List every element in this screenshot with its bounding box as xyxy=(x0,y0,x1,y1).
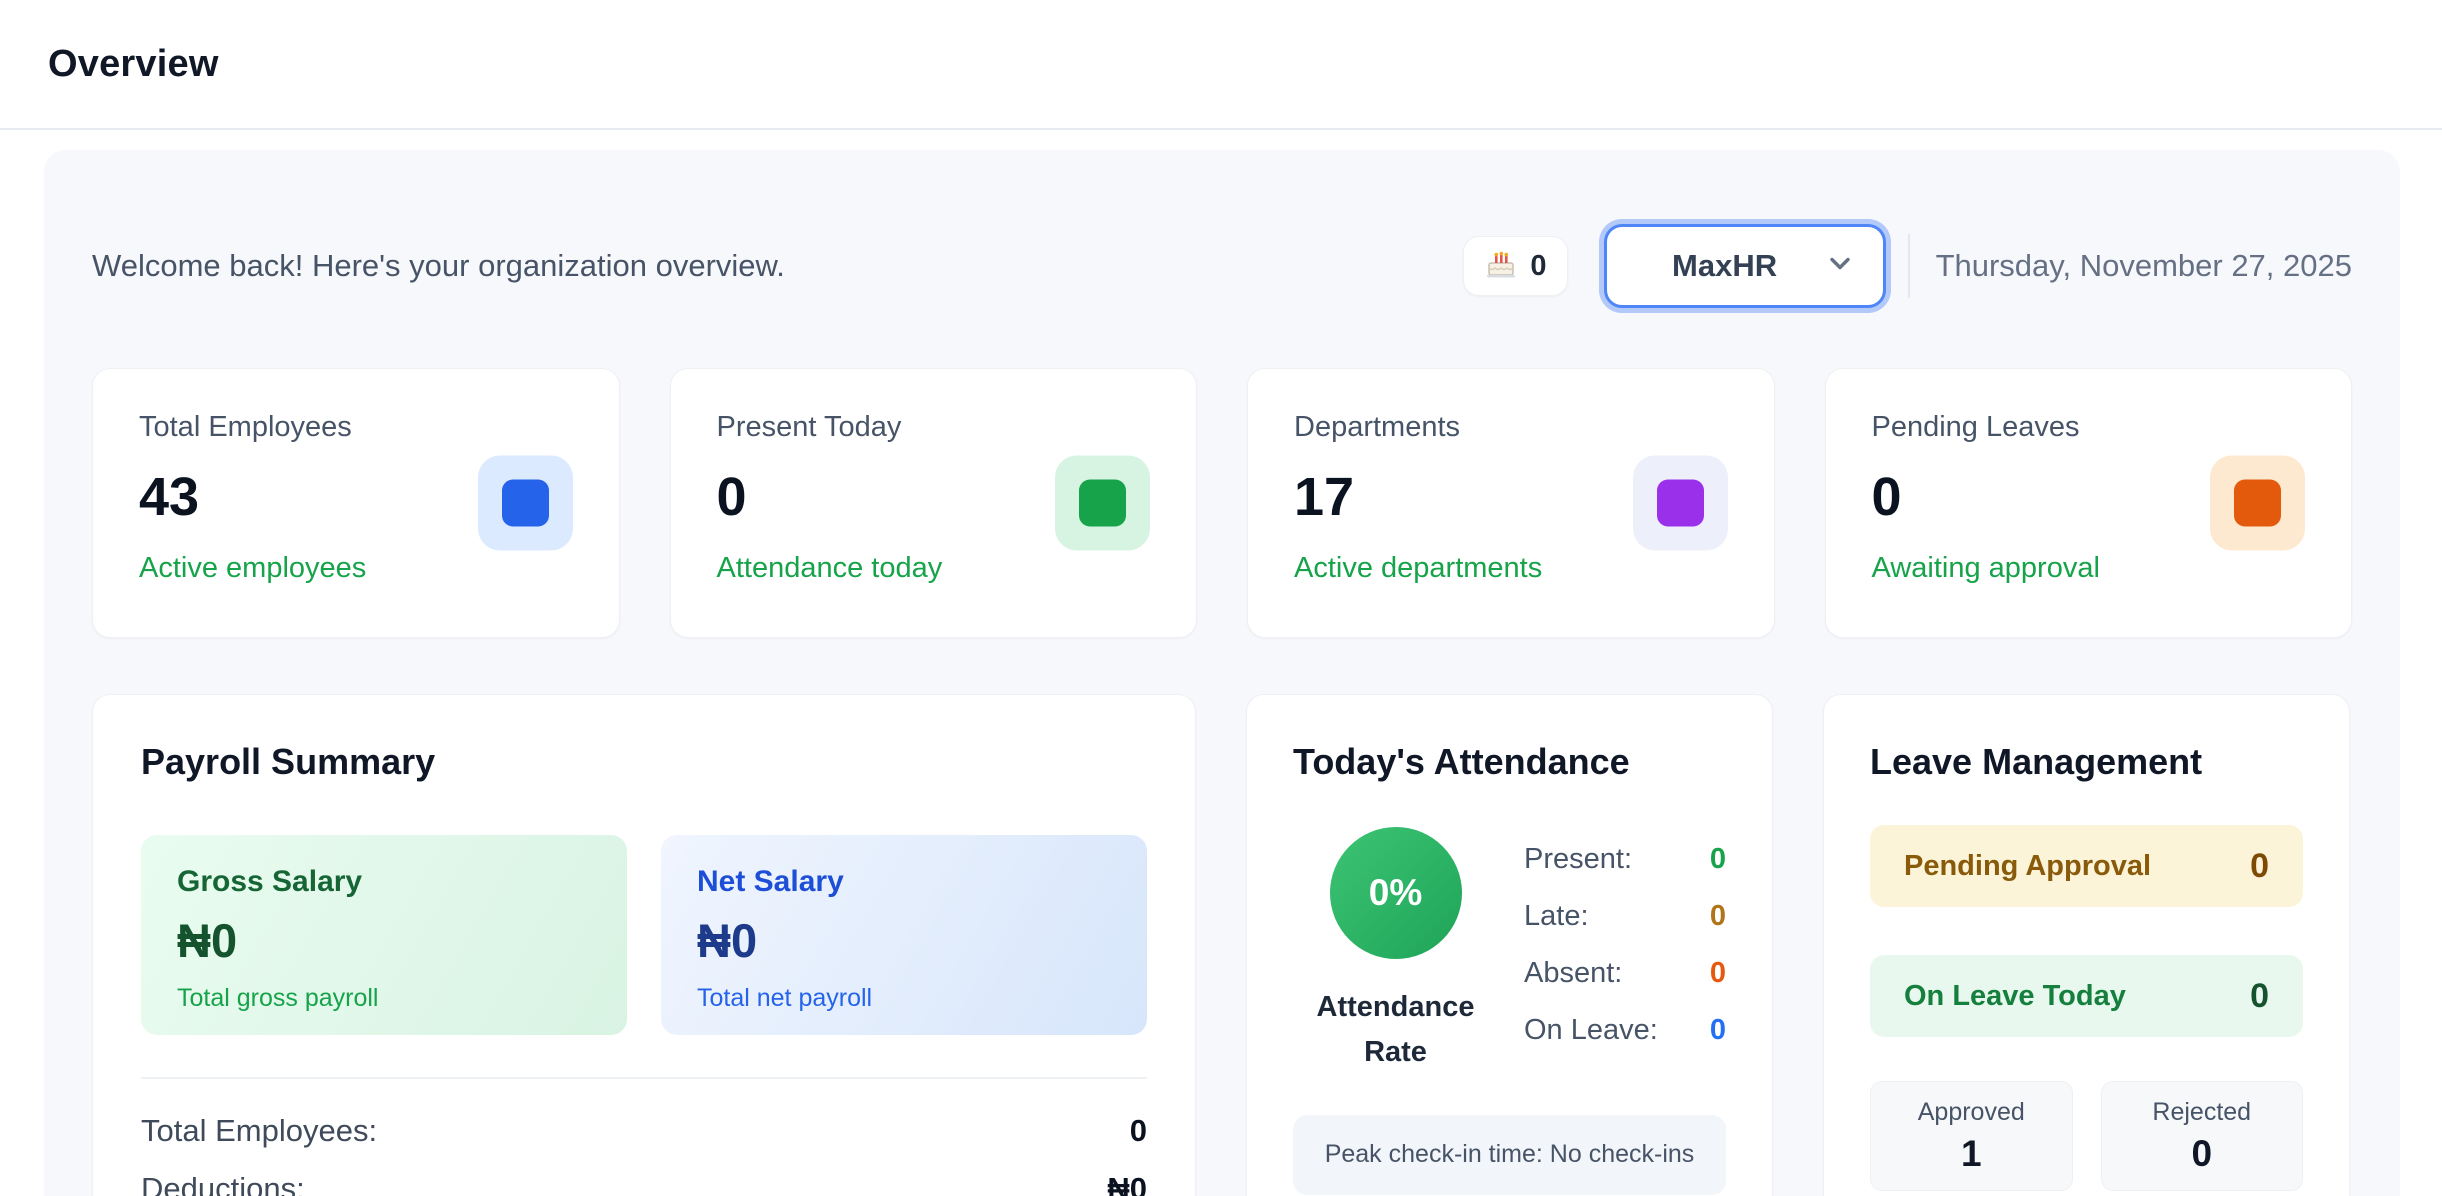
page-title: Overview xyxy=(48,42,219,85)
stat-value: 0 xyxy=(1871,467,1902,527)
attendance-stat-on-leave: On Leave: 0 xyxy=(1524,1014,1726,1046)
stat-title: Departments xyxy=(1294,411,1461,443)
todays-attendance-card: Today's Attendance 0% Attendance Rate Pr… xyxy=(1246,694,1773,1196)
attendance-icon xyxy=(1079,479,1126,527)
leaves-icon xyxy=(2234,479,2281,527)
birthday-cake-icon xyxy=(1484,247,1518,286)
payroll-summary-card: Payroll Summary Gross Salary ₦0 Total gr… xyxy=(92,694,1196,1196)
welcome-row: Welcome back! Here's your organization o… xyxy=(92,224,2352,308)
birthday-count: 0 xyxy=(1530,249,1547,282)
chevron-down-icon xyxy=(1823,247,1857,286)
bottom-row: Payroll Summary Gross Salary ₦0 Total gr… xyxy=(92,694,2352,1196)
payroll-divider xyxy=(141,1077,1147,1079)
attendance-stat-present: Present: 0 xyxy=(1524,843,1726,875)
attendance-stats: Present: 0 Late: 0 Absent: 0 On Leave: 0 xyxy=(1498,827,1726,1075)
attendance-rate-value: 0% xyxy=(1368,872,1423,913)
organization-select-value: MaxHR xyxy=(1672,248,1778,283)
birthday-badge[interactable]: 0 xyxy=(1463,236,1568,296)
stat-subtitle: Awaiting approval xyxy=(1871,552,2100,584)
net-salary-subtitle: Total net payroll xyxy=(697,984,873,1012)
stat-card-departments: Departments 17 Active departments xyxy=(1247,368,1775,638)
stat-subtitle: Active employees xyxy=(139,552,367,584)
leave-management-card: Leave Management Pending Approval 0 On L… xyxy=(1823,694,2350,1196)
payroll-summary-title: Payroll Summary xyxy=(141,741,436,782)
stat-card-present-today: Present Today 0 Attendance today xyxy=(669,368,1197,638)
gross-salary-subtitle: Total gross payroll xyxy=(177,984,379,1012)
payroll-deductions-row: Deductions: ₦0 xyxy=(141,1171,1147,1196)
current-date: Thursday, November 27, 2025 xyxy=(1935,248,2352,283)
stat-value: 17 xyxy=(1294,467,1355,527)
net-salary-label: Net Salary xyxy=(697,865,844,898)
stat-title: Present Today xyxy=(716,411,902,443)
attendance-rate-label: Attendance Rate xyxy=(1316,991,1475,1068)
net-salary-value: ₦0 xyxy=(697,914,758,967)
employees-icon xyxy=(501,479,549,527)
attendance-rate-circle: 0% xyxy=(1329,827,1462,959)
attendance-stat-late: Late: 0 xyxy=(1524,900,1726,932)
peak-checkin-text: Peak check-in time: No check-ins xyxy=(1324,1140,1695,1169)
stat-title: Total Employees xyxy=(139,411,352,443)
peak-checkin-box: Peak check-in time: No check-ins xyxy=(1293,1114,1726,1195)
pending-approval-row: Pending Approval 0 xyxy=(1870,825,2303,907)
leave-management-title: Leave Management xyxy=(1870,741,2203,782)
stat-value: 43 xyxy=(139,467,200,527)
stat-subtitle: Attendance today xyxy=(716,552,943,584)
todays-attendance-title: Today's Attendance xyxy=(1293,741,1630,782)
leave-mini-boxes: Approved 1 Rejected 0 xyxy=(1870,1081,2303,1191)
attendance-stat-absent: Absent: 0 xyxy=(1524,957,1726,989)
gross-salary-label: Gross Salary xyxy=(177,865,363,898)
welcome-message: Welcome back! Here's your organization o… xyxy=(92,248,785,283)
gross-salary-tile: Gross Salary ₦0 Total gross payroll xyxy=(141,835,627,1035)
rejected-box: Rejected 0 xyxy=(2100,1081,2303,1191)
payroll-total-employees-row: Total Employees: 0 xyxy=(141,1113,1147,1148)
stat-value: 0 xyxy=(716,467,747,527)
payroll-tiles: Gross Salary ₦0 Total gross payroll Net … xyxy=(141,835,1147,1035)
header-divider xyxy=(1907,234,1910,298)
top-bar: Overview xyxy=(0,0,2442,130)
on-leave-today-row: On Leave Today 0 xyxy=(1870,955,2303,1037)
stat-title: Pending Leaves xyxy=(1871,411,2080,443)
organization-select[interactable]: MaxHR xyxy=(1603,224,1886,308)
approved-box: Approved 1 xyxy=(1870,1081,2073,1191)
departments-icon xyxy=(1656,479,1704,527)
stats-row: Total Employees 43 Active employees Pres… xyxy=(92,368,2352,638)
main-panel: Welcome back! Here's your organization o… xyxy=(44,150,2400,1196)
gross-salary-value: ₦0 xyxy=(177,914,238,967)
net-salary-tile: Net Salary ₦0 Total net payroll xyxy=(661,835,1147,1035)
stat-card-total-employees: Total Employees 43 Active employees xyxy=(92,368,620,638)
stat-card-pending-leaves: Pending Leaves 0 Awaiting approval xyxy=(1824,368,2352,638)
attendance-body: 0% Attendance Rate Present: 0 Late: 0 Ab… xyxy=(1293,827,1726,1075)
stat-subtitle: Active departments xyxy=(1294,552,1543,584)
